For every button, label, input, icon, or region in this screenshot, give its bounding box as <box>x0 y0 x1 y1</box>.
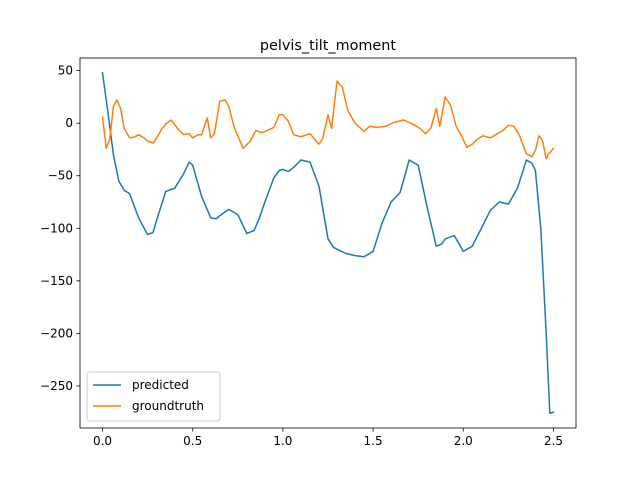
x-tick-label: 2.0 <box>454 434 473 448</box>
legend: predicted groundtruth <box>86 371 221 422</box>
y-tick-label: −50 <box>48 169 73 183</box>
series-layer <box>101 71 555 415</box>
y-tick-label: −150 <box>40 274 73 288</box>
x-tick-label: 2.5 <box>544 434 563 448</box>
x-tick-label: 1.0 <box>273 434 292 448</box>
y-tick-label: −100 <box>40 221 73 235</box>
y-tick-label: 50 <box>58 64 73 78</box>
chart-title: pelvis_tilt_moment <box>260 38 396 54</box>
series-line-predicted <box>101 71 555 415</box>
x-axis: 0.0 0.5 1.0 1.5 2.0 2.5 <box>93 428 563 448</box>
y-tick-label: −250 <box>40 379 73 393</box>
y-tick-label: −200 <box>40 326 73 340</box>
plot-frame <box>79 57 577 429</box>
x-tick-label: 0.0 <box>93 434 112 448</box>
x-tick-label: 1.5 <box>364 434 383 448</box>
legend-label-predicted: predicted <box>132 378 189 392</box>
x-tick-label: 0.5 <box>183 434 202 448</box>
y-tick-label: 0 <box>65 116 73 130</box>
series-line-groundtruth <box>101 80 555 160</box>
legend-label-groundtruth: groundtruth <box>132 399 204 413</box>
y-axis: 50 0 −50 −100 −150 −200 −250 <box>40 64 80 393</box>
